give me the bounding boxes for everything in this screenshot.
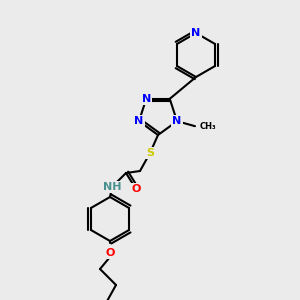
Text: NH: NH [103,182,121,192]
Text: O: O [105,248,115,258]
Text: N: N [142,94,151,104]
Text: O: O [131,184,141,194]
Text: S: S [146,148,154,158]
Text: CH₃: CH₃ [200,122,217,131]
Text: N: N [172,116,182,126]
Text: N: N [191,28,201,38]
Text: N: N [134,116,144,126]
